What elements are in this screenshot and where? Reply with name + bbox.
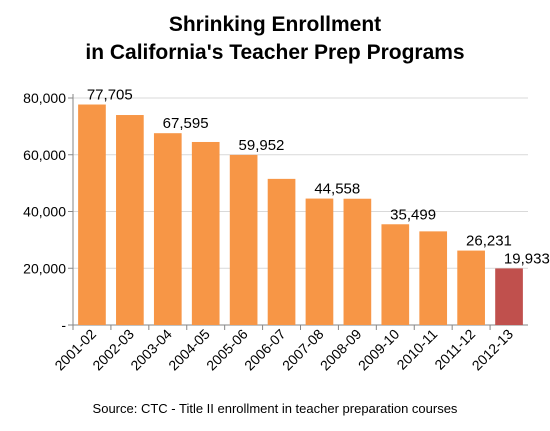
y-tick-label-0: - xyxy=(61,317,66,333)
y-tick-label-4: 80,000 xyxy=(23,90,66,106)
bar-2011-12 xyxy=(457,250,485,325)
x-tick-label-2003-04: 2003-04 xyxy=(127,326,175,374)
bar-2006-07 xyxy=(267,178,296,325)
x-tick-label-2001-02: 2001-02 xyxy=(51,326,99,374)
y-tick-label-2: 40,000 xyxy=(23,204,66,220)
data-label-2011-12: 26,231 xyxy=(466,233,512,250)
chart-title-line-2: in California's Teacher Prep Programs xyxy=(85,41,465,64)
bar-2010-11 xyxy=(419,231,448,325)
data-label-2012-13: 19,933 xyxy=(504,250,550,267)
y-tick-label-1: 20,000 xyxy=(23,260,66,276)
x-tick-label-2010-11: 2010-11 xyxy=(393,326,440,373)
x-tick-label-2005-06: 2005-06 xyxy=(203,326,251,374)
data-label-2007-08: 44,558 xyxy=(314,181,360,198)
bar-2005-06 xyxy=(229,154,258,325)
data-label-2003-04: 67,595 xyxy=(163,115,209,132)
data-label-2009-10: 35,499 xyxy=(390,206,436,223)
bar-2009-10 xyxy=(381,224,410,325)
x-tick-label-2008-09: 2008-09 xyxy=(317,326,365,374)
bar-2012-13 xyxy=(495,268,523,325)
x-tick-label-2004-05: 2004-05 xyxy=(165,326,213,374)
source-note: Source: CTC - Title II enrollment in tea… xyxy=(92,401,458,416)
bar-2002-03 xyxy=(116,115,144,326)
data-label-2001-02: 77,705 xyxy=(87,87,133,104)
bar-2007-08 xyxy=(305,198,334,325)
y-tick-label-3: 60,000 xyxy=(23,147,66,163)
bar-2001-02 xyxy=(78,104,106,326)
bar-2008-09 xyxy=(343,198,372,325)
x-tick-label-2007-08: 2007-08 xyxy=(279,326,327,374)
bar-2003-04 xyxy=(153,133,182,325)
x-tick-label-2002-03: 2002-03 xyxy=(89,326,137,374)
x-tick-label-2006-07: 2006-07 xyxy=(241,326,289,374)
chart-title-line-1: Shrinking Enrollment xyxy=(168,13,382,36)
data-label-2005-06: 59,952 xyxy=(239,137,285,154)
x-tick-label-2009-10: 2009-10 xyxy=(355,326,403,374)
x-tick-label-2012-13: 2012-13 xyxy=(469,326,517,374)
bar-2004-05 xyxy=(191,141,220,325)
